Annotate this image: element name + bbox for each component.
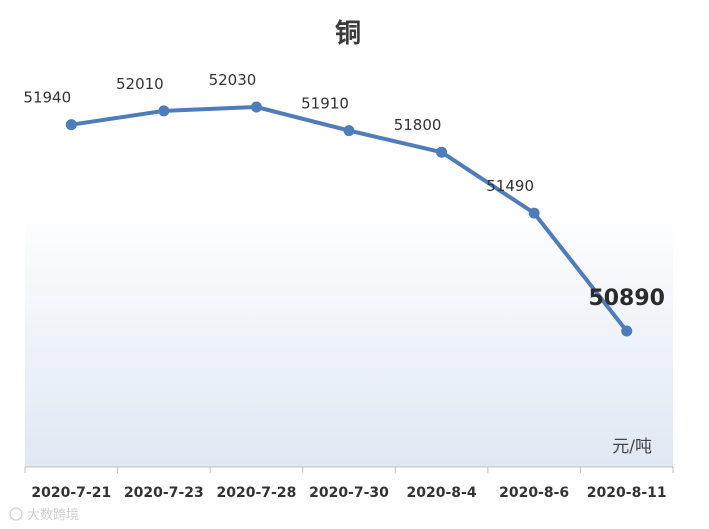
x-tick-label: 2020-7-23 (124, 485, 204, 501)
data-point (436, 146, 448, 158)
watermark-logo-icon (9, 507, 23, 521)
plot-background (25, 205, 673, 467)
data-labels: 51940 52010 52030 51910 51800 51490 50890 (23, 71, 665, 311)
data-label: 52010 (116, 75, 164, 93)
data-point (621, 325, 633, 337)
data-label-highlight: 50890 (588, 286, 665, 311)
unit-label: 元/吨 (612, 437, 652, 457)
chart-title: 铜 (335, 19, 361, 49)
data-point (528, 207, 540, 219)
x-tick-label: 2020-7-28 (217, 485, 297, 501)
data-point (250, 101, 262, 113)
x-axis-labels: 2020-7-21 2020-7-23 2020-7-28 2020-7-30 2020… (31, 485, 666, 501)
watermark: 大数跨境 (9, 507, 79, 523)
series-copper (65, 101, 633, 337)
data-label: 51940 (23, 89, 71, 107)
data-label: 51910 (301, 95, 349, 113)
x-tick-label: 2020-8-6 (499, 485, 569, 501)
data-label: 51800 (394, 116, 442, 134)
data-label: 51490 (486, 177, 534, 195)
x-tick-label: 2020-8-4 (407, 485, 477, 501)
data-point (343, 125, 355, 137)
x-tick-label: 2020-7-21 (31, 485, 111, 501)
x-axis-ticks (24, 467, 674, 473)
data-point (158, 105, 170, 117)
watermark-text: 大数跨境 (27, 508, 79, 523)
data-point (65, 119, 77, 131)
x-tick-label: 2020-8-11 (587, 485, 667, 501)
x-tick-label: 2020-7-30 (309, 485, 389, 501)
data-label: 52030 (209, 71, 257, 89)
